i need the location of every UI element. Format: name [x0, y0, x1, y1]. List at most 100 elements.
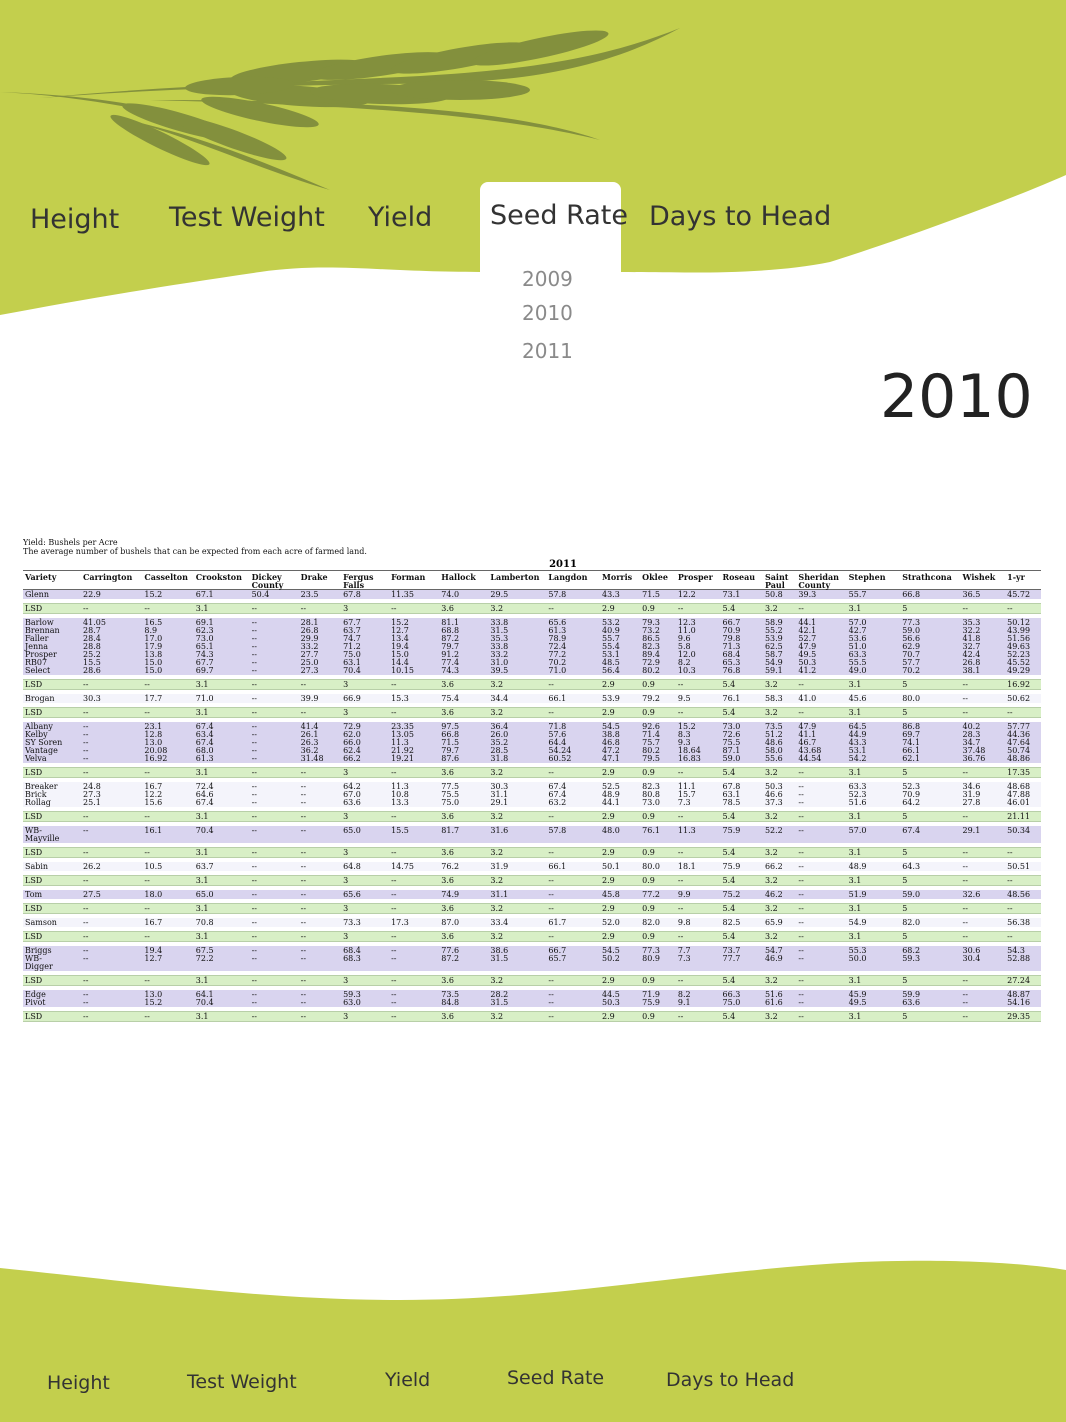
table-cell: -- — [675, 903, 721, 914]
bottom-tab-yield[interactable]: Yield — [385, 1369, 431, 1391]
table-cell: -- — [142, 679, 194, 690]
table-cell: 55.7 — [846, 589, 901, 599]
table-cell: -- — [81, 918, 143, 927]
table-cell: -- — [389, 811, 440, 822]
table-cell: 46.2 — [762, 890, 797, 899]
table-cell: 52.2 — [762, 826, 797, 843]
table-cell: -- — [675, 875, 721, 886]
page-year-heading: 2010 — [880, 362, 1033, 432]
row-spacer-cell — [23, 763, 1041, 768]
table-cell: -- — [960, 975, 1006, 986]
sub-item-2011[interactable]: 2011 — [522, 339, 573, 363]
table-cell: 74.0 — [439, 589, 489, 599]
table-cell: -- — [546, 931, 600, 942]
table-cell: 3.1 — [846, 811, 901, 822]
table-description: The average number of bushels that can b… — [23, 547, 367, 556]
table-cell: 67.7 63.7 74.7 71.2 75.0 63.1 70.4 — [341, 618, 390, 675]
table-cell: 2.9 — [600, 603, 641, 614]
table-cell: 3 — [341, 875, 390, 886]
table-cell: 55.3 50.0 — [846, 946, 901, 971]
table-cell: -- — [960, 875, 1006, 886]
table-cell: 71.0 — [193, 694, 250, 703]
table-cell: -- — [142, 603, 194, 614]
table-cell: 0.9 — [640, 707, 676, 718]
row-spacer — [23, 985, 1041, 990]
table-cell: -- — [796, 931, 847, 942]
column-header: Roseau — [720, 570, 763, 590]
table-cell: 67.8 — [341, 589, 390, 599]
table-cell: 57.0 42.7 53.6 51.0 63.3 55.5 49.0 — [846, 618, 901, 675]
table-cell: 75.4 — [439, 694, 489, 703]
sub-item-2010[interactable]: 2010 — [522, 301, 573, 325]
table-cell: 66.3 75.0 — [720, 990, 763, 1007]
table-cell: 3 — [341, 811, 390, 822]
tab-seed-rate[interactable]: Seed Rate — [490, 200, 628, 231]
lsd-row: LSD -- -- 3.1 -- -- 3 -- 3.6 3.2 -- 2.9 0.9 -- 5.4 3.2-… — [23, 975, 1041, 986]
table-cell: 12.3 11.0 9.6 5.8 12.0 8.2 10.3 — [675, 618, 721, 675]
table-cell: -- — [298, 931, 342, 942]
tab-height[interactable]: Height — [30, 204, 120, 235]
column-header: Wishek — [960, 570, 1006, 590]
table-cell: -- — [546, 603, 600, 614]
table-cell: 3.2 — [488, 707, 547, 718]
table-cell: 3.6 — [439, 767, 489, 778]
table-cell: 40.2 28.3 34.7 37.48 36.76 — [960, 722, 1006, 763]
table-cell: 67.8 63.1 78.5 — [720, 782, 763, 807]
table-cell: 3 — [341, 847, 390, 858]
table-cell: 28.2 31.5 — [488, 990, 547, 1007]
row-spacer-cell — [23, 689, 1041, 694]
table-cell: 57.8 — [546, 826, 600, 843]
table-cell: 27.5 — [81, 890, 143, 899]
table-cell: 2.9 — [600, 679, 641, 690]
table-caption: Yield: Bushels per Acre — [23, 538, 118, 547]
table-cell: LSD — [23, 903, 82, 914]
table-cell: 3.6 — [439, 707, 489, 718]
table-cell: 44.5 50.3 — [600, 990, 641, 1007]
table-cell: -- — [796, 903, 847, 914]
table-cell: 30.6 30.4 — [960, 946, 1006, 971]
column-header: Oklee — [640, 570, 676, 590]
table-row: Brogan 30.3 17.7 71.0 -- 39.9 66.9 15.3 75.4 34.4… — [23, 694, 1041, 703]
table-cell: LSD — [23, 1011, 82, 1022]
table-cell: 5.4 — [720, 1011, 763, 1022]
table-cell: -- — [81, 847, 143, 858]
table-cell: -- -- — [298, 946, 342, 971]
bottom-tab-height[interactable]: Height — [47, 1372, 110, 1394]
table-cell: 57.8 — [546, 589, 600, 599]
sub-item-2009[interactable]: 2009 — [522, 267, 573, 291]
bottom-tab-days-to-head[interactable]: Days to Head — [666, 1369, 795, 1391]
table-cell: -- — [298, 875, 342, 886]
column-header: Strathcona — [900, 570, 961, 590]
table-cell: -- -- — [796, 946, 847, 971]
table-cell: 68.4 68.3 — [341, 946, 390, 971]
column-header: Dickey County — [249, 570, 299, 590]
table-cell: 17.3 — [389, 918, 440, 927]
tab-test-weight[interactable]: Test Weight — [169, 202, 325, 233]
table-cell: 73.3 — [341, 918, 390, 927]
table-cell: 11.35 — [389, 589, 440, 599]
table-cell: 52.3 70.9 64.2 — [900, 782, 961, 807]
table-body: Glenn 22.9 15.2 67.1 50.4 23.5 67.8 11.35 74.0 29… — [23, 589, 1041, 1026]
table-cell: 52.5 48.9 44.1 — [600, 782, 641, 807]
table-cell: 9.5 — [675, 694, 721, 703]
table-row: Briggs WB- Digger -- -- 19.4 12.7 67.5 72.2… — [23, 946, 1041, 971]
table-cell: 5.4 — [720, 975, 763, 986]
table-cell: -- — [142, 707, 194, 718]
table-cell: -- — [796, 811, 847, 822]
table-cell: 16.92 — [1005, 679, 1041, 690]
table-cell: -- — [249, 890, 299, 899]
tab-days-to-head[interactable]: Days to Head — [649, 201, 832, 232]
table-cell: -- — [675, 679, 721, 690]
tab-yield[interactable]: Yield — [368, 202, 433, 233]
bottom-tab-test-weight[interactable]: Test Weight — [187, 1371, 297, 1393]
table-cell: -- — [389, 890, 440, 899]
table-cell: 66.1 — [546, 862, 600, 871]
table-cell: 66.8 — [900, 589, 961, 599]
table-cell: -- — [142, 903, 194, 914]
table-cell: 5 — [900, 707, 961, 718]
table-cell: 29.35 — [1005, 1011, 1041, 1022]
table-cell: 48.9 — [846, 862, 901, 871]
table-cell: -- — [81, 826, 143, 843]
bottom-tab-seed-rate[interactable]: Seed Rate — [507, 1367, 605, 1389]
table-cell: 5.4 — [720, 707, 763, 718]
